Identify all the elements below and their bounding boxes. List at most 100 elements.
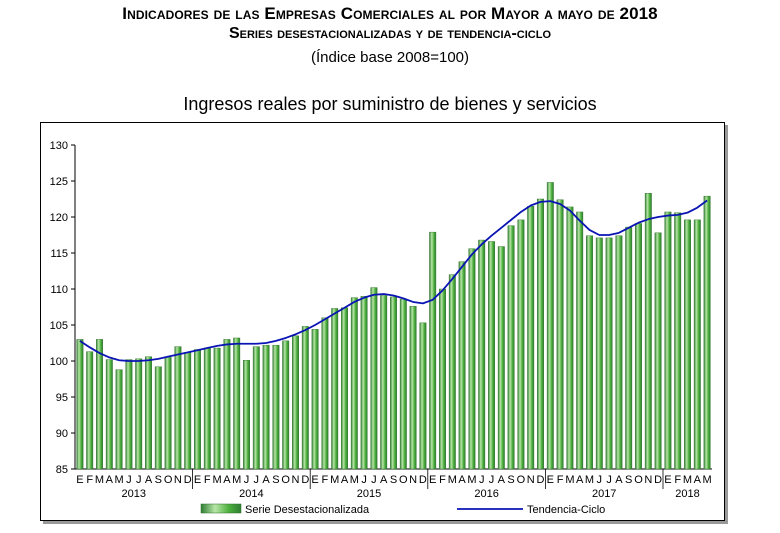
bar <box>331 308 339 470</box>
bar <box>488 241 495 470</box>
x-tick-label: J <box>489 474 495 486</box>
x-tick-label: F <box>557 474 564 486</box>
bar <box>625 226 633 470</box>
x-tick-label: J <box>597 474 603 486</box>
year-label: 2018 <box>675 488 699 500</box>
bar <box>703 195 711 470</box>
x-tick-label: M <box>115 474 124 486</box>
x-tick-label: F <box>674 474 681 486</box>
x-tick-label: N <box>527 474 535 486</box>
bar <box>654 232 662 470</box>
x-tick-label: J <box>479 474 485 486</box>
x-tick-label: J <box>254 474 259 486</box>
x-tick-label: A <box>341 474 349 486</box>
bar <box>419 322 427 470</box>
y-tick-label: 130 <box>50 140 68 152</box>
x-tick-label: N <box>409 474 417 486</box>
bar <box>595 237 603 470</box>
year-label: 2017 <box>592 488 616 500</box>
y-tick-label: 105 <box>50 320 68 332</box>
bar <box>262 344 270 470</box>
y-tick-label: 100 <box>50 356 68 368</box>
x-tick-label: A <box>145 474 153 486</box>
x-tick-label: J <box>126 474 131 486</box>
bar <box>409 306 417 470</box>
x-tick-label: S <box>390 474 397 486</box>
bar <box>105 359 113 470</box>
bar <box>321 317 329 470</box>
year-label: 2013 <box>122 488 146 500</box>
bar <box>537 198 544 470</box>
x-tick-label: J <box>244 474 250 486</box>
chart-title: Ingresos reales por suministro de bienes… <box>183 94 597 114</box>
x-tick-label: N <box>292 474 300 486</box>
trend-line <box>79 199 708 362</box>
x-tick-label: O <box>399 474 408 486</box>
bar <box>252 346 260 470</box>
x-tick-label: F <box>86 474 93 486</box>
x-tick-label: O <box>634 474 643 486</box>
x-tick-label: S <box>272 474 279 486</box>
bar <box>301 326 309 470</box>
bar <box>507 225 515 470</box>
x-tick-label: M <box>95 474 104 486</box>
x-tick-label: M <box>213 474 222 486</box>
bar <box>164 357 172 470</box>
y-tick-label: 110 <box>50 284 68 296</box>
bar <box>517 219 525 470</box>
chart-frame: 85 90 95 100 105 110 115 120 125 130 E F M A M J J A S O N D E… <box>40 122 725 521</box>
bar <box>174 346 182 470</box>
x-tick-label: A <box>576 474 584 486</box>
x-tick-label: M <box>350 474 359 486</box>
x-tick-label: N <box>174 474 182 486</box>
bar <box>458 261 466 470</box>
bar <box>586 235 593 470</box>
bar <box>194 349 201 470</box>
bar <box>341 307 348 470</box>
bar <box>497 246 505 470</box>
bar <box>546 182 554 470</box>
main-title: Indicadores de las Empresas Comerciales … <box>122 4 658 23</box>
x-tick-label: M <box>467 474 476 486</box>
bar <box>86 351 94 470</box>
year-label: 2016 <box>474 488 498 500</box>
x-tick-label: S <box>155 474 162 486</box>
bar <box>664 211 672 470</box>
bar <box>76 339 84 470</box>
x-tick-label: N <box>644 474 652 486</box>
y-tick-label: 85 <box>56 464 68 476</box>
bar <box>350 297 358 470</box>
bar <box>615 235 623 470</box>
x-tick-label: E <box>311 474 318 486</box>
y-tick-label: 120 <box>50 212 68 224</box>
bar <box>223 339 231 470</box>
x-tick-label: M <box>683 474 692 486</box>
bar <box>282 340 290 470</box>
x-tick-label: M <box>330 474 339 486</box>
x-tick-label: J <box>136 474 142 486</box>
x-tick-label: M <box>448 474 457 486</box>
year-label: 2015 <box>357 488 381 500</box>
bar <box>360 295 368 470</box>
x-tick-label: D <box>654 474 662 486</box>
y-tick-label: 115 <box>50 248 68 260</box>
x-tick-label: M <box>565 474 574 486</box>
bar <box>125 359 133 470</box>
x-tick-label: F <box>204 474 211 486</box>
bar <box>399 298 407 470</box>
bar <box>448 274 456 470</box>
bar <box>96 339 103 470</box>
x-tick-label: F <box>439 474 446 486</box>
bar <box>203 347 211 470</box>
bar <box>527 205 535 470</box>
base-note: (Índice base 2008=100) <box>310 49 470 66</box>
bar <box>135 358 143 470</box>
x-tick-label: J <box>371 474 377 486</box>
bar <box>145 356 152 470</box>
bar <box>154 366 162 470</box>
x-tick-label: A <box>615 474 623 486</box>
bar <box>243 360 250 470</box>
bar <box>644 193 652 470</box>
y-tick-label: 125 <box>50 176 68 188</box>
y-tick-label: 95 <box>56 392 68 404</box>
